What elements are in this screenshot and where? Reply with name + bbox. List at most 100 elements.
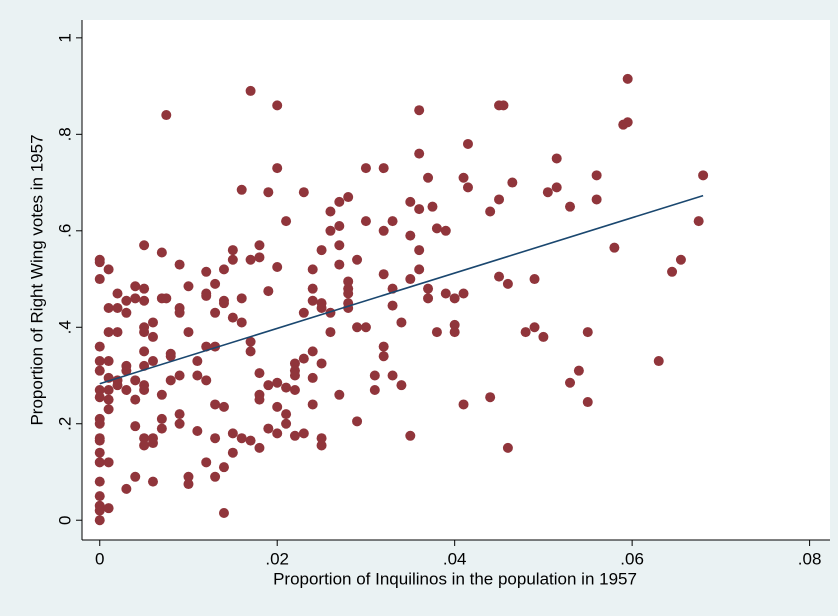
y-tick-label: 0	[55, 515, 74, 524]
point	[485, 206, 496, 217]
point	[289, 370, 300, 381]
point	[112, 302, 123, 313]
point	[498, 100, 509, 111]
point	[192, 370, 203, 381]
point	[183, 327, 194, 338]
point	[210, 307, 221, 318]
point	[263, 380, 274, 391]
point	[236, 184, 247, 195]
point	[147, 331, 158, 342]
point	[236, 317, 247, 328]
point	[289, 384, 300, 395]
point	[227, 245, 238, 256]
point	[103, 404, 114, 415]
point	[449, 327, 460, 338]
point	[378, 225, 389, 236]
point	[94, 491, 105, 502]
point	[414, 148, 425, 159]
point	[165, 375, 176, 386]
point	[174, 370, 185, 381]
point	[130, 293, 141, 304]
point	[431, 223, 442, 234]
point	[139, 327, 150, 338]
point	[334, 196, 345, 207]
x-tick-label: .04	[443, 549, 467, 568]
point	[289, 358, 300, 369]
point	[334, 259, 345, 270]
point	[378, 163, 389, 174]
point	[307, 283, 318, 294]
point	[458, 399, 469, 410]
point	[298, 353, 309, 364]
plot-area	[82, 20, 830, 540]
point	[183, 281, 194, 292]
point	[405, 196, 416, 207]
point	[352, 322, 363, 333]
point	[218, 462, 229, 473]
point	[121, 483, 132, 494]
point	[316, 358, 327, 369]
point	[236, 433, 247, 444]
point	[94, 515, 105, 526]
point	[502, 278, 513, 289]
point	[449, 319, 460, 330]
point	[573, 365, 584, 376]
point	[139, 384, 150, 395]
point	[298, 428, 309, 439]
point	[94, 274, 105, 285]
point	[94, 447, 105, 458]
point	[387, 216, 398, 227]
point	[272, 377, 283, 388]
point	[210, 399, 221, 410]
point	[218, 298, 229, 309]
point	[161, 110, 172, 121]
point	[94, 356, 105, 367]
point	[462, 182, 473, 193]
point	[414, 204, 425, 215]
point	[147, 433, 158, 444]
point	[582, 397, 593, 408]
point	[325, 206, 336, 217]
point	[458, 288, 469, 299]
point	[307, 346, 318, 357]
point	[591, 194, 602, 205]
point	[245, 346, 256, 357]
point	[165, 348, 176, 359]
point	[139, 295, 150, 306]
point	[103, 503, 114, 514]
point	[156, 247, 167, 258]
point	[582, 327, 593, 338]
point	[192, 356, 203, 367]
y-axis-title: Proportion of Right Wing votes in 1957	[27, 134, 46, 425]
point	[210, 278, 221, 289]
point	[94, 476, 105, 487]
point	[130, 471, 141, 482]
point	[423, 172, 434, 183]
point	[440, 225, 451, 236]
point	[94, 457, 105, 468]
point	[139, 440, 150, 451]
point	[423, 283, 434, 294]
point	[263, 187, 274, 198]
point	[298, 307, 309, 318]
point	[653, 356, 664, 367]
point	[112, 288, 123, 299]
point	[183, 479, 194, 490]
point	[405, 430, 416, 441]
point	[551, 153, 562, 164]
point	[396, 317, 407, 328]
point	[94, 257, 105, 268]
point	[565, 377, 576, 388]
point	[272, 428, 283, 439]
point	[156, 389, 167, 400]
point	[485, 392, 496, 403]
y-tick-label: .4	[55, 320, 74, 334]
point	[139, 240, 150, 251]
point	[565, 201, 576, 212]
point	[201, 457, 212, 468]
point	[272, 100, 283, 111]
point	[139, 346, 150, 357]
point	[387, 370, 398, 381]
point	[201, 375, 212, 386]
y-tick-label: .6	[55, 224, 74, 238]
